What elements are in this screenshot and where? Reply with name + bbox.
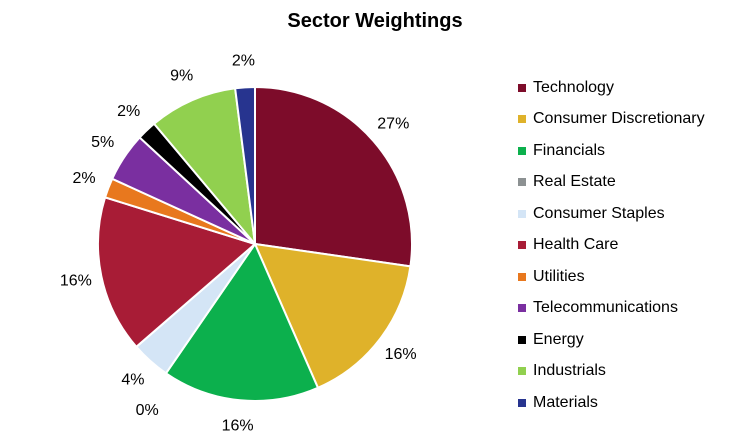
- legend-item-financials: Financials: [518, 135, 705, 167]
- legend-item-telecommunications: Telecommunications: [518, 293, 705, 325]
- legend-label: Energy: [533, 330, 584, 348]
- legend-label: Health Care: [533, 236, 619, 254]
- legend-label: Industrials: [533, 362, 606, 380]
- data-label-utilities: 2%: [72, 170, 95, 187]
- pie-slice-technology: [254, 85, 413, 268]
- legend-item-health-care: Health Care: [518, 230, 705, 262]
- legend-swatch: [518, 367, 526, 376]
- data-label-consumer-discretionary: 16%: [385, 346, 417, 363]
- pie-slice-financials: [164, 241, 320, 402]
- legend-swatch: [518, 115, 526, 124]
- legend-label: Consumer Discretionary: [533, 110, 705, 128]
- data-label-industrials: 9%: [170, 68, 193, 85]
- legend-swatch: [518, 241, 526, 250]
- data-label-real-estate: 0%: [136, 402, 159, 419]
- chart-legend: Technology Consumer Discretionary Financia…: [518, 72, 705, 419]
- legend-swatch: [518, 304, 526, 313]
- legend-swatch: [518, 146, 526, 155]
- legend-swatch: [518, 83, 526, 92]
- data-label-energy: 2%: [117, 103, 140, 120]
- pie-slice-materials: [234, 85, 256, 245]
- legend-swatch: [518, 272, 526, 281]
- legend-label: Utilities: [533, 267, 585, 285]
- data-label-telecommunications: 5%: [91, 134, 114, 151]
- legend-label: Technology: [533, 78, 614, 96]
- legend-swatch: [518, 209, 526, 218]
- legend-swatch: [518, 398, 526, 407]
- legend-label: Telecommunications: [533, 299, 678, 317]
- data-label-financials: 16%: [222, 417, 254, 434]
- pie-slices: [97, 85, 413, 402]
- data-label-materials: 2%: [232, 53, 255, 70]
- legend-item-industrials: Industrials: [518, 356, 705, 388]
- chart-title: Sector Weightings: [287, 10, 463, 32]
- legend-item-consumer-staples: Consumer Staples: [518, 198, 705, 230]
- legend-item-technology: Technology: [518, 72, 705, 104]
- legend-label: Real Estate: [533, 173, 616, 191]
- legend-label: Financials: [533, 141, 606, 159]
- legend-item-energy: Energy: [518, 324, 705, 356]
- legend-item-consumer-discretionary: Consumer Discretionary: [518, 104, 705, 136]
- data-label-technology: 27%: [377, 115, 409, 132]
- legend-item-materials: Materials: [518, 387, 705, 419]
- legend-item-real-estate: Real Estate: [518, 167, 705, 199]
- data-label-health-care: 16%: [60, 273, 92, 290]
- pie-slice-industrials: [152, 87, 257, 248]
- pie-slice-consumer-discretionary: [253, 242, 412, 390]
- legend-item-utilities: Utilities: [518, 261, 705, 293]
- legend-swatch: [518, 178, 526, 187]
- legend-label: Consumer Staples: [533, 204, 665, 222]
- legend-label: Materials: [533, 393, 598, 411]
- pie-data-labels: 27%16%16%0%4%16%2%5%2%9%2%: [60, 53, 417, 435]
- data-label-consumer-staples: 4%: [121, 372, 144, 389]
- pie-slice-health-care: [97, 196, 258, 349]
- legend-swatch: [518, 335, 526, 344]
